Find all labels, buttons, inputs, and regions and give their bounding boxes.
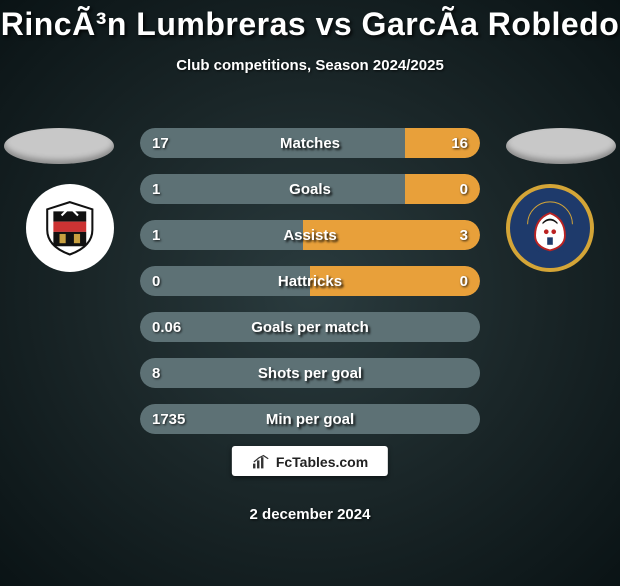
stat-row: 1Assists3 (140, 220, 480, 250)
stats-container: 17Matches161Goals01Assists30Hattricks00.… (140, 128, 480, 450)
stat-label: Goals (140, 174, 480, 204)
left-club-crest (26, 184, 114, 272)
left-player-ellipse (4, 128, 114, 164)
stat-label: Shots per goal (140, 358, 480, 388)
stat-row: 0.06Goals per match (140, 312, 480, 342)
right-club-crest (506, 184, 594, 272)
stat-value-right: 0 (460, 174, 468, 204)
stat-row: 1735Min per goal (140, 404, 480, 434)
stat-row: 17Matches16 (140, 128, 480, 158)
page-title: RincÃ³n Lumbreras vs GarcÃ­a Robledo (0, 6, 620, 43)
right-player-ellipse (506, 128, 616, 164)
subtitle: Club competitions, Season 2024/2025 (0, 57, 620, 74)
stat-row: 8Shots per goal (140, 358, 480, 388)
stat-label: Assists (140, 220, 480, 250)
stat-row: 1Goals0 (140, 174, 480, 204)
footer-brand-badge: FcTables.com (232, 446, 388, 476)
chart-icon (252, 454, 272, 470)
footer-brand-text: FcTables.com (276, 454, 368, 470)
stat-label: Hattricks (140, 266, 480, 296)
stat-label: Goals per match (140, 312, 480, 342)
stat-value-right: 16 (451, 128, 468, 158)
crest-right-icon (522, 200, 578, 256)
stat-label: Min per goal (140, 404, 480, 434)
stat-label: Matches (140, 128, 480, 158)
stat-value-right: 3 (460, 220, 468, 250)
date-text: 2 december 2024 (0, 506, 620, 523)
crest-left-icon (39, 197, 101, 259)
stat-value-right: 0 (460, 266, 468, 296)
stat-row: 0Hattricks0 (140, 266, 480, 296)
